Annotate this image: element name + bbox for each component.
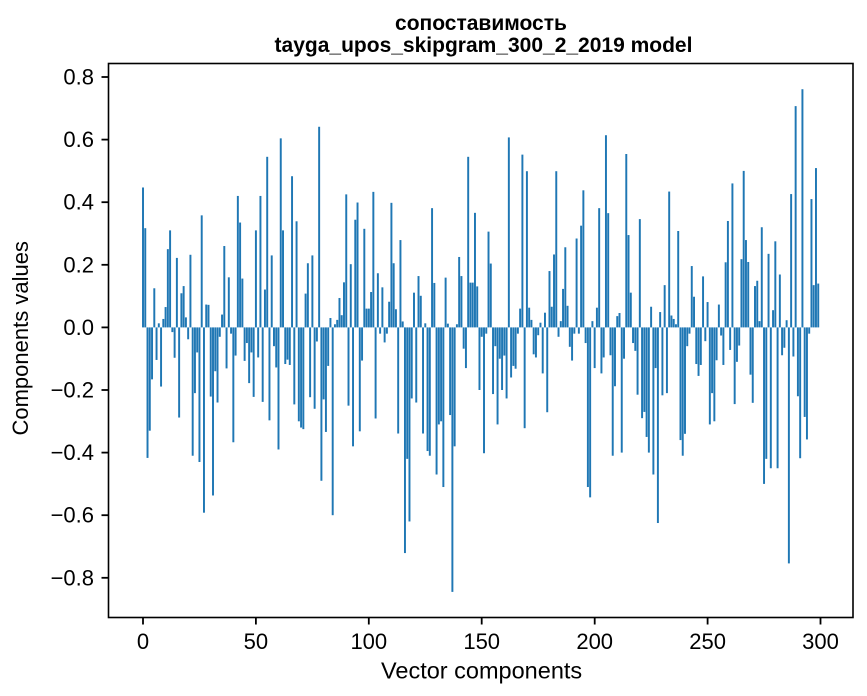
svg-text:0.4: 0.4 xyxy=(63,190,94,215)
svg-text:200: 200 xyxy=(576,629,613,654)
svg-text:0.6: 0.6 xyxy=(63,127,94,152)
svg-text:tayga_upos_skipgram_300_2_2019: tayga_upos_skipgram_300_2_2019 model xyxy=(275,34,693,57)
svg-text:0.0: 0.0 xyxy=(63,315,94,340)
svg-text:100: 100 xyxy=(350,629,387,654)
svg-text:Vector components: Vector components xyxy=(381,658,582,684)
svg-text:150: 150 xyxy=(463,629,500,654)
svg-text:−0.8: −0.8 xyxy=(51,565,94,590)
svg-text:300: 300 xyxy=(802,629,839,654)
svg-text:0.8: 0.8 xyxy=(63,65,94,90)
svg-text:сопоставимость: сопоставимость xyxy=(395,12,567,35)
svg-text:Components values: Components values xyxy=(8,241,33,435)
svg-text:−0.6: −0.6 xyxy=(51,503,94,528)
svg-text:0.2: 0.2 xyxy=(63,252,94,277)
svg-text:−0.4: −0.4 xyxy=(51,440,94,465)
svg-text:50: 50 xyxy=(244,629,268,654)
svg-text:−0.2: −0.2 xyxy=(51,378,94,403)
svg-text:250: 250 xyxy=(689,629,726,654)
svg-text:0: 0 xyxy=(137,629,149,654)
